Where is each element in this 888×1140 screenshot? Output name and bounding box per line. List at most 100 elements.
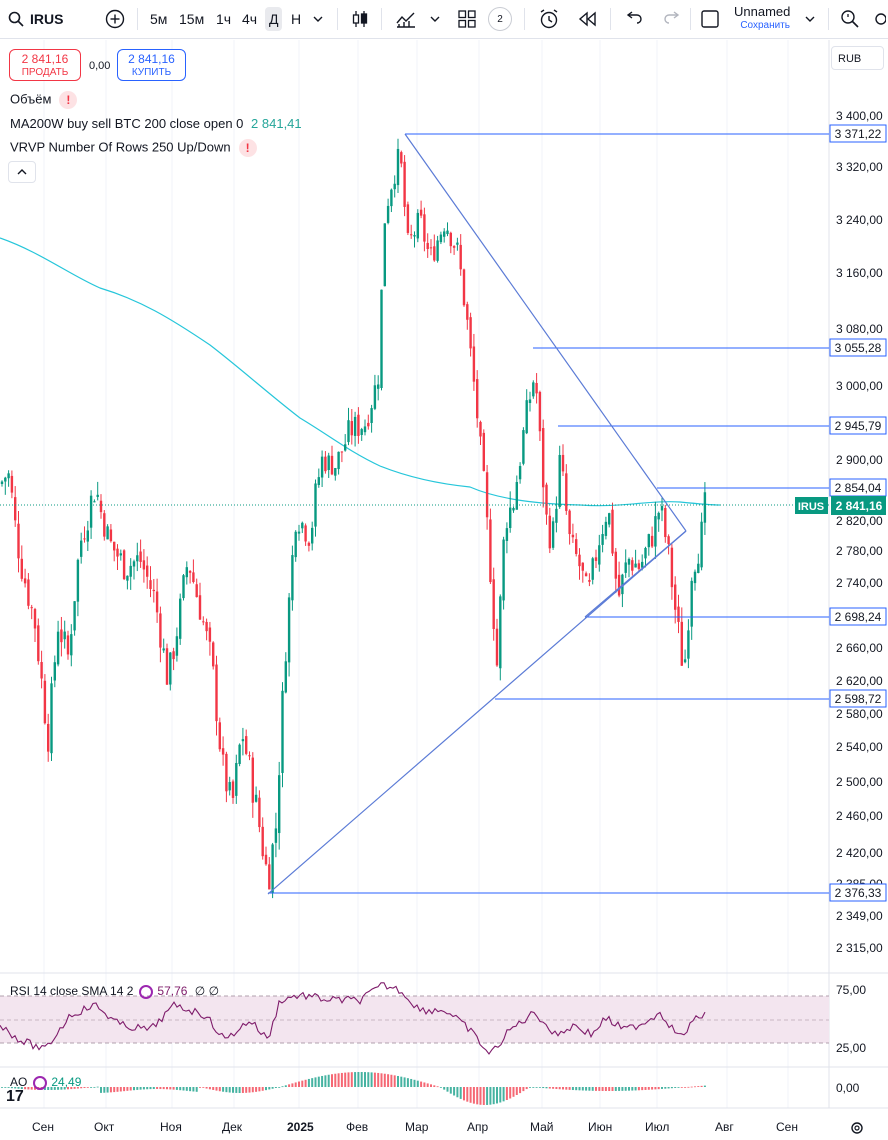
alert-button[interactable] — [538, 0, 560, 38]
ao-bar — [519, 1087, 522, 1094]
ao-legend[interactable]: AO 24,49 — [10, 1075, 81, 1090]
collapse-legend-button[interactable] — [8, 161, 36, 183]
legend-ma[interactable]: MA200W buy sell BTC 200 close open 0 2 8… — [10, 116, 302, 131]
candle-body — [601, 534, 604, 545]
ao-bar — [258, 1087, 261, 1092]
interval-day[interactable]: Д — [265, 0, 283, 38]
ao-bar — [364, 1072, 366, 1087]
candle-body — [429, 247, 433, 249]
ao-bar — [664, 1087, 667, 1089]
ao-bar — [423, 1082, 426, 1087]
legend-volume[interactable]: Объём! — [10, 91, 78, 109]
candle-body — [327, 455, 330, 470]
candle-body — [660, 505, 664, 511]
candle-body — [413, 235, 416, 237]
current-symbol-label: IRUS — [798, 501, 824, 513]
time-label: 2025 — [287, 1120, 314, 1134]
interval-1h[interactable]: 1ч — [216, 0, 231, 38]
price-tick-label: 2 660,00 — [836, 641, 883, 655]
ao-bar — [654, 1087, 657, 1090]
indicators-button[interactable] — [395, 0, 417, 38]
candle-body — [169, 652, 172, 685]
layout-dropdown[interactable] — [805, 0, 815, 38]
warning-icon[interactable]: ! — [238, 139, 257, 157]
candle-body — [627, 558, 631, 565]
ao-bar — [241, 1087, 244, 1093]
candle-body — [644, 547, 647, 559]
layouts-count[interactable]: 2 — [488, 0, 512, 38]
level-label: 2 945,79 — [835, 419, 882, 433]
currency-select[interactable]: RUB — [831, 46, 884, 70]
rsi-legend[interactable]: RSI 14 close SMA 14 2 57,76 ∅ ∅ — [10, 984, 219, 999]
candle-body — [198, 595, 202, 620]
price-chart[interactable]: 3 400,00 3 320,00 3 240,00 3 160,00 3 080,00… — [0, 39, 888, 1139]
compare-button[interactable] — [105, 0, 125, 38]
ao-bar — [232, 1087, 234, 1093]
ma200w-line — [0, 237, 721, 507]
candle-body — [469, 317, 472, 349]
ao-bar — [535, 1087, 538, 1088]
layout-name-button[interactable]: Unnamed Сохранить — [734, 0, 790, 38]
candle-body — [472, 346, 476, 382]
chart-type-button[interactable] — [351, 0, 369, 38]
candle-body — [175, 636, 179, 656]
ao-bar — [24, 1087, 27, 1090]
ao-bar — [482, 1087, 485, 1105]
interval-5m[interactable]: 5м — [150, 0, 167, 38]
candle-body — [393, 183, 396, 190]
ao-bar — [139, 1087, 142, 1090]
candle-body — [139, 551, 142, 562]
candle-body — [677, 606, 680, 622]
refresh-icon[interactable] — [33, 1075, 48, 1090]
legend-vrvp[interactable]: VRVP Number Of Rows 250 Up/Down! — [10, 139, 257, 157]
layouts-button[interactable] — [458, 0, 476, 38]
symbol-search[interactable]: IRUS — [8, 0, 63, 38]
ao-bar — [205, 1087, 208, 1089]
interval-15m[interactable]: 15м — [179, 0, 204, 38]
layouts-count-badge: 2 — [488, 7, 512, 31]
buy-button[interactable]: 2 841,16 КУПИТЬ — [117, 49, 186, 81]
candle-body — [218, 722, 221, 750]
candle-body — [142, 560, 146, 570]
candle-body — [146, 565, 149, 577]
sell-button[interactable]: 2 841,16 ПРОДАТЬ — [9, 49, 81, 81]
interval-dropdown[interactable] — [313, 0, 323, 38]
candle-body — [228, 782, 231, 791]
ao-bar — [344, 1072, 347, 1087]
refresh-icon[interactable] — [139, 984, 154, 999]
time-label: Апр — [467, 1120, 489, 1134]
trend-line-upper[interactable] — [404, 133, 687, 532]
ao-bar — [512, 1087, 515, 1097]
price-tick-label: 2 500,00 — [836, 775, 883, 789]
ao-bar — [70, 1087, 73, 1090]
rsi-value: 57,76 — [157, 984, 188, 998]
ao-bar — [476, 1087, 479, 1105]
ao-bar — [459, 1087, 462, 1099]
candle-body — [129, 565, 132, 577]
ao-bar — [486, 1087, 489, 1105]
ao-bar — [591, 1087, 594, 1091]
ao-bar — [159, 1087, 162, 1090]
price-level-labels: 3 371,22 3 055,28 2 945,79 2 854,04 2 698,24… — [829, 124, 887, 902]
warning-icon[interactable]: ! — [59, 91, 78, 109]
candle-body — [20, 558, 23, 579]
trend-line-lower-long[interactable] — [267, 530, 687, 895]
tradingview-logo[interactable]: 17 — [6, 1088, 24, 1105]
replay-button[interactable] — [578, 0, 598, 38]
interval-4h[interactable]: 4ч — [242, 0, 257, 38]
fullscreen-checkbox[interactable] — [700, 0, 720, 38]
quick-search-button[interactable] — [840, 0, 860, 38]
chevron-down-icon — [430, 16, 440, 22]
trend-line-lower-short[interactable] — [584, 530, 687, 618]
settings-button[interactable] — [872, 0, 886, 38]
price-tick-label: 2 460,00 — [836, 809, 883, 823]
candle-body — [89, 495, 93, 528]
indicators-dropdown[interactable] — [430, 0, 440, 38]
candle-body — [436, 240, 439, 261]
interval-week[interactable]: Н — [291, 0, 301, 38]
undo-button[interactable] — [625, 0, 643, 38]
redo-button[interactable] — [663, 0, 681, 38]
candle-body — [109, 529, 113, 542]
candle-body — [423, 214, 426, 242]
time-axis-settings[interactable] — [850, 1121, 864, 1140]
